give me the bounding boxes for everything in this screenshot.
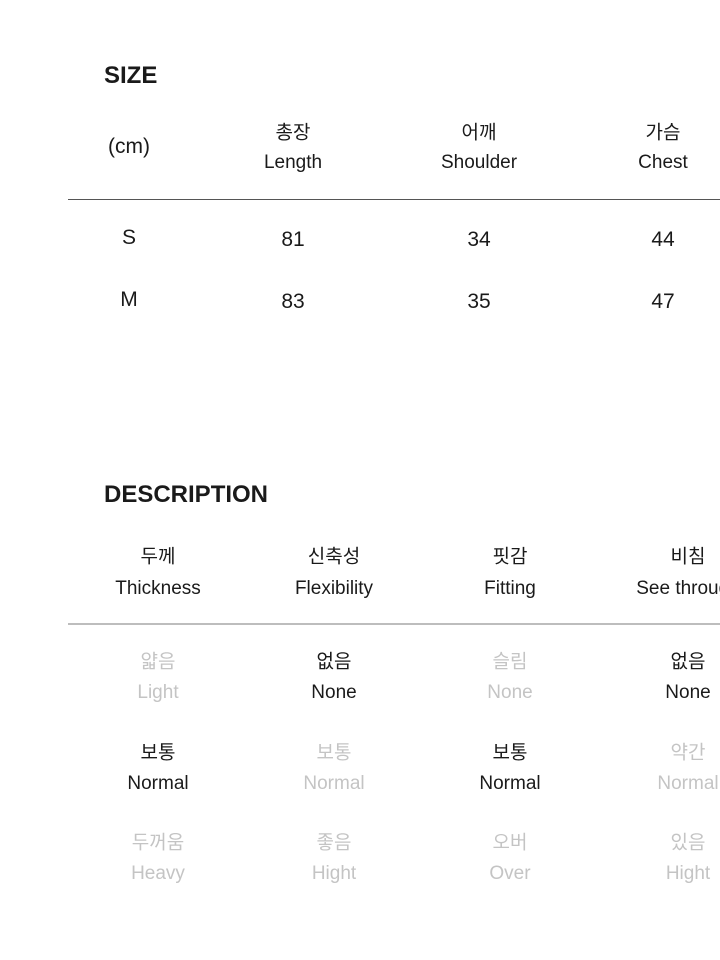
size-value: 83 [281,290,305,313]
column-header-en: Thickness [115,578,201,599]
size-value: 35 [467,290,491,313]
size-label: M [120,288,138,311]
option-ko: 두꺼움 [131,832,185,854]
column-header-en: Shoulder [440,152,518,173]
option-ko: 좋음 [316,832,352,854]
option-en: Normal [479,772,541,794]
column-header-ko: 총장 [275,122,311,144]
option-en: Hight [665,863,711,884]
column-header-ko: 핏감 [492,546,528,568]
option-ko: 보통 [140,742,176,763]
column-header-en: See through [636,578,720,599]
size-title: SIZE [104,62,158,89]
option-ko: 있음 [670,832,706,854]
column-header-ko: 비침 [670,546,706,568]
description-title: DESCRIPTION [104,481,269,508]
column-header-ko: 가슴 [645,122,681,144]
option-en: Over [489,863,531,884]
option-en: Normal [127,772,189,794]
column-header-ko: 두께 [140,546,176,568]
option-en: None [311,682,357,703]
column-header-en: Chest [638,152,688,173]
column-header-ko: 어깨 [461,122,497,144]
option-en: Normal [657,772,719,794]
option-ko: 약간 [670,742,706,763]
option-ko: 슬림 [492,651,528,673]
option-en: Heavy [131,863,185,884]
option-ko: 얇음 [140,651,176,673]
size-value: 81 [281,228,305,251]
option-ko: 없음 [316,651,352,673]
column-header-ko: 신축성 [307,546,361,568]
size-unit: (cm) [108,135,150,158]
option-en: Hight [311,863,357,884]
divider [68,199,720,200]
option-en: Light [137,682,179,703]
option-ko: 보통 [492,742,528,763]
option-en: Normal [303,772,365,794]
column-header-en: Fitting [484,578,536,599]
option-en: None [665,682,711,703]
size-value: 47 [651,290,675,313]
divider [68,623,720,625]
option-en: None [487,682,533,703]
option-ko: 오버 [492,832,528,854]
size-label: S [121,226,137,249]
column-header-en: Length [263,152,323,173]
option-ko: 없음 [670,651,706,673]
size-value: 34 [467,228,491,251]
option-ko: 보통 [316,742,352,763]
size-value: 44 [651,228,675,251]
column-header-en: Flexibility [294,578,374,599]
